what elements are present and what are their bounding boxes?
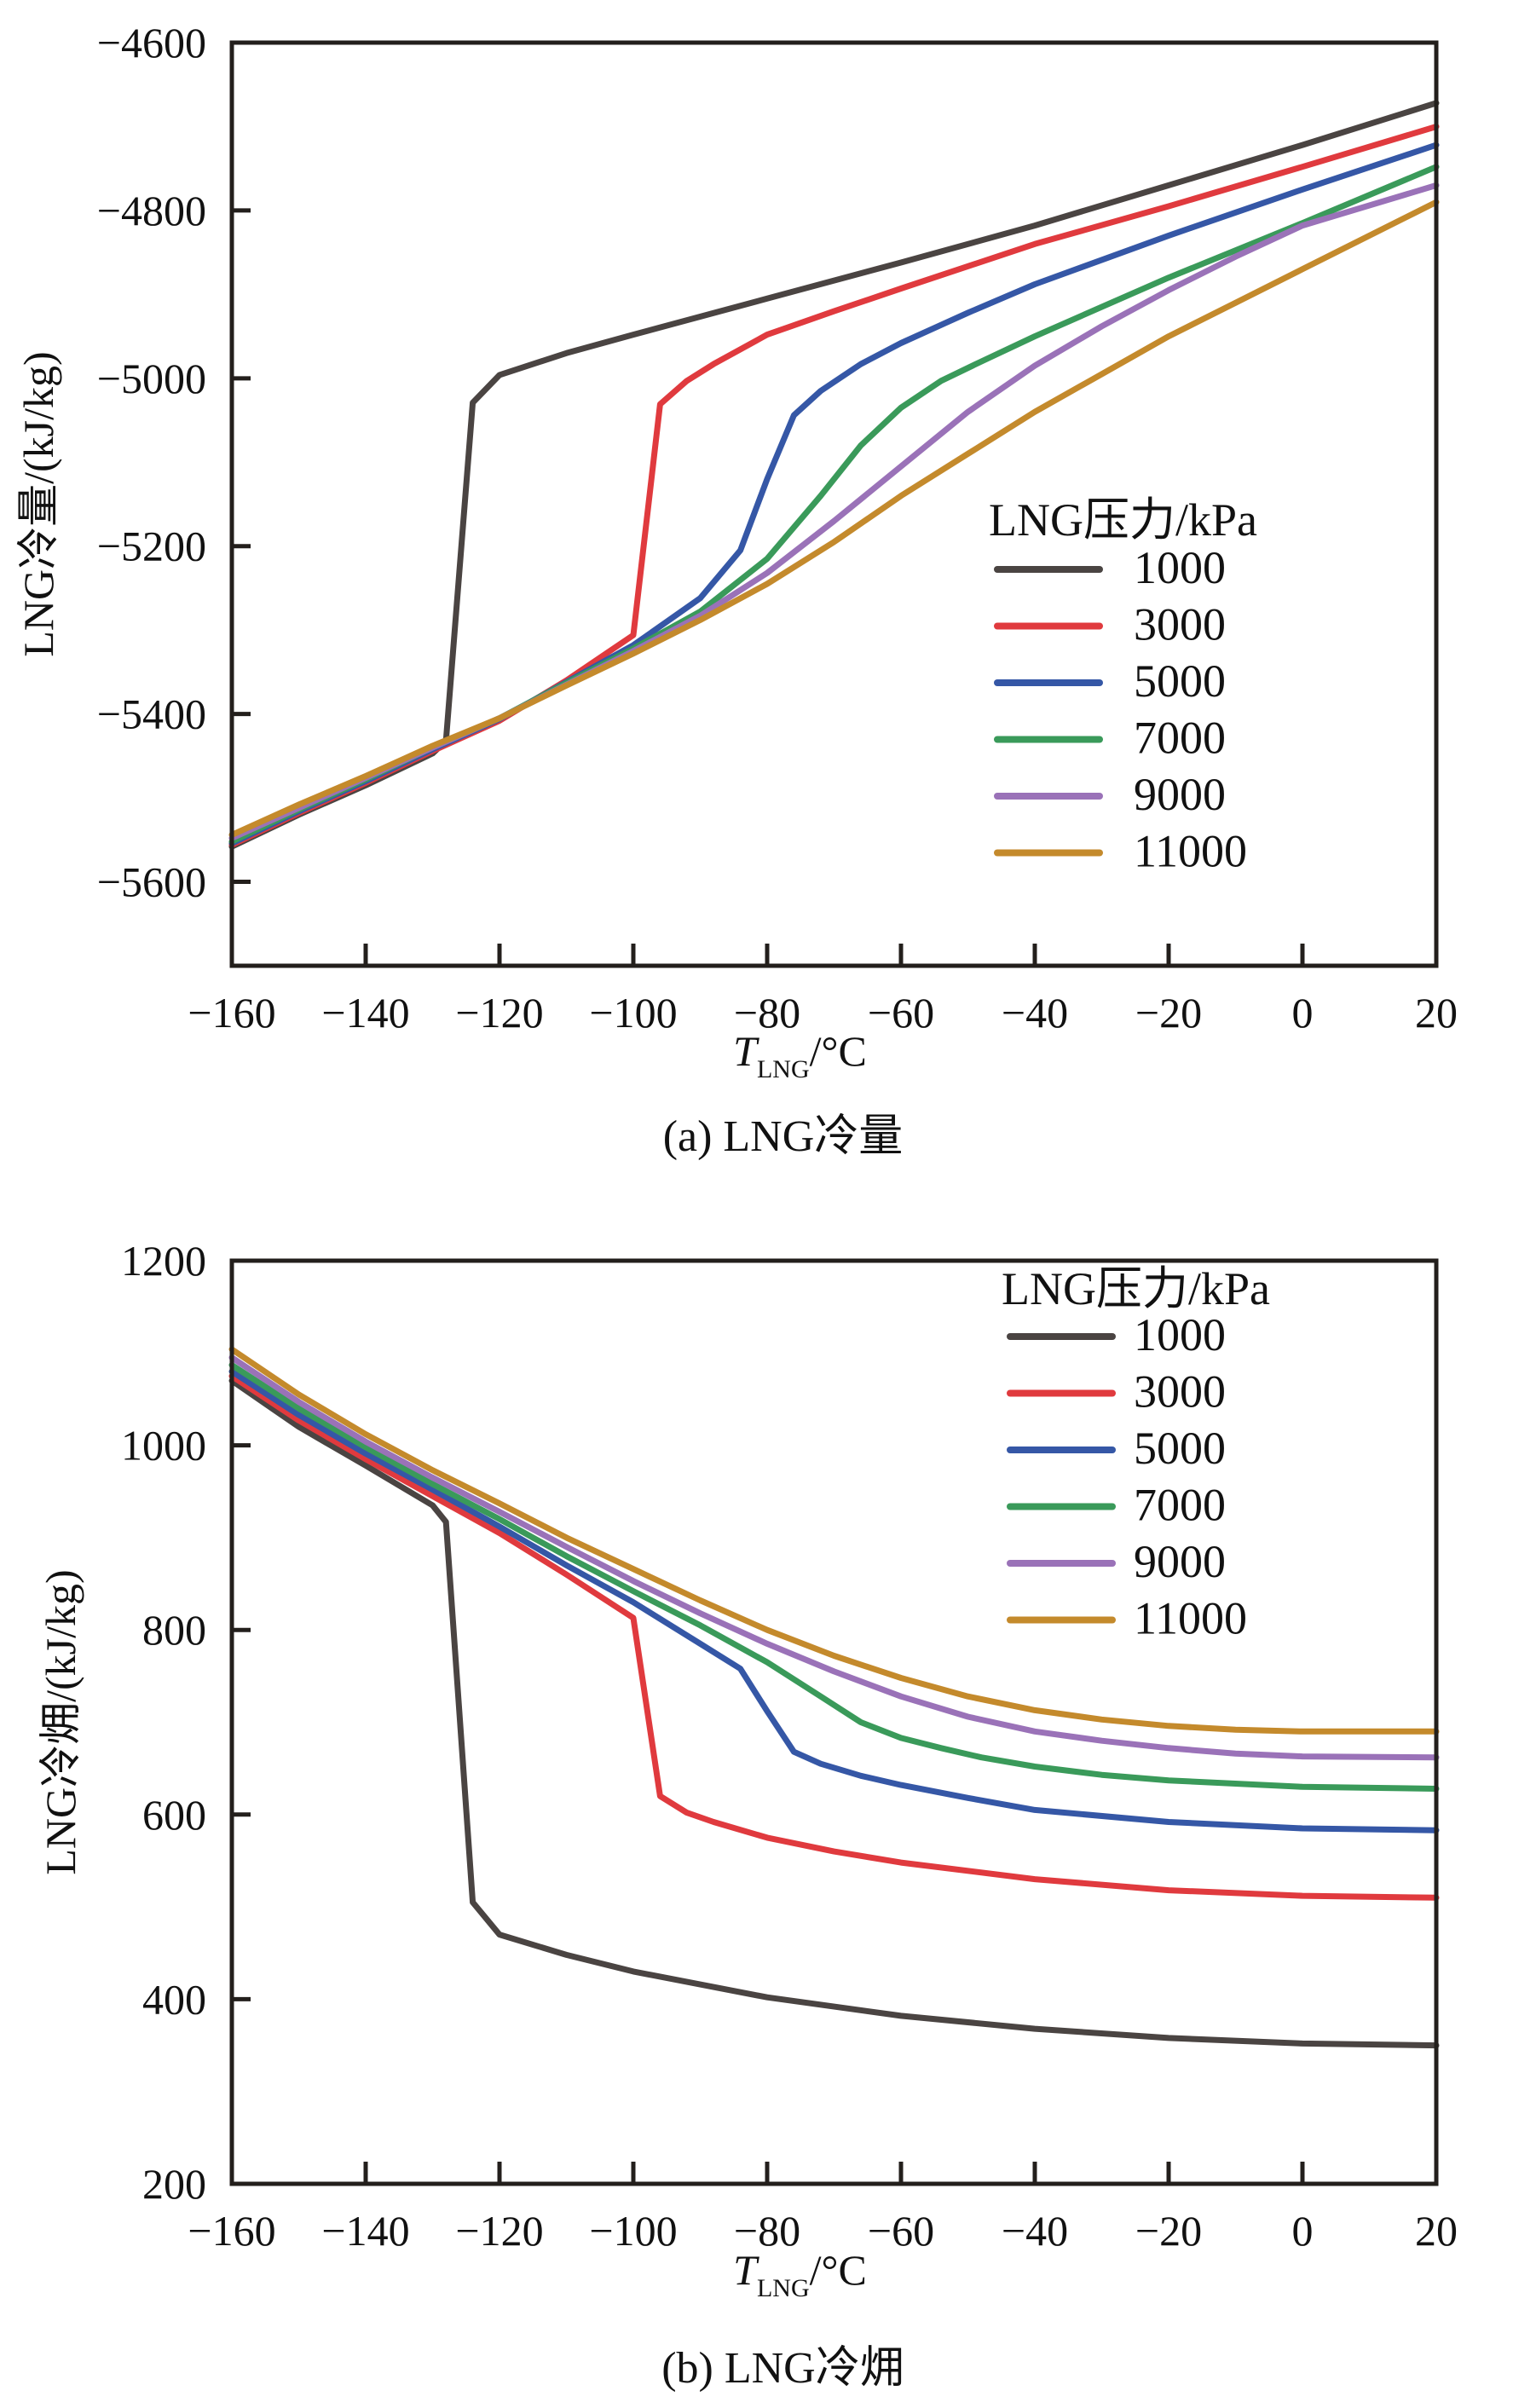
- x-tick-label: −20: [1135, 2207, 1202, 2255]
- chart-b-y-ticks: 200 400 600 800 1000 1200: [121, 1237, 251, 2208]
- chart-b-x-axis-label-unit: /°C: [810, 2246, 867, 2294]
- y-tick-label: −5600: [97, 858, 206, 906]
- y-tick-label: 1000: [121, 1422, 206, 1470]
- chart-b-legend-label-3000: 3000: [1134, 1366, 1226, 1418]
- chart-b-series-group: [228, 1346, 1440, 2049]
- chart-a-legend-label-11000: 11000: [1134, 826, 1247, 877]
- chart-b-cold-exergy: −160 −140 −120 −100 −80 −60 −40 −20 0 20 200 400 60…: [37, 1237, 1458, 2393]
- chart-b-series-11000-kpa: [228, 1346, 1440, 1735]
- chart-b-series-3000-kpa: [228, 1372, 1440, 1901]
- y-tick-label: 400: [142, 1975, 206, 2023]
- chart-b-series-9000-kpa: [228, 1354, 1440, 1761]
- chart-a-plot-frame: [229, 40, 1439, 968]
- chart-b-caption: (b) LNG冷㶲: [661, 2344, 904, 2393]
- chart-b-y-axis-label: LNG冷㶲/(kJ/kg): [37, 1569, 84, 1874]
- chart-b-x-axis-label: TLNG/°C: [733, 2246, 867, 2302]
- y-tick-label: −5400: [97, 690, 206, 738]
- chart-a-legend-label-7000: 7000: [1134, 713, 1226, 764]
- x-tick-label: −120: [455, 2207, 543, 2255]
- chart-b-legend-label-11000: 11000: [1134, 1593, 1247, 1644]
- chart-b-plot-frame: [229, 1258, 1439, 2186]
- chart-b-legend-title: LNG压力/kPa: [1002, 1263, 1270, 1314]
- chart-b-series-1000-kpa: [228, 1377, 1440, 2049]
- x-tick-label: −40: [1002, 2207, 1068, 2255]
- chart-a-y-axis-label: LNG冷量/(kJ/kg): [14, 351, 62, 656]
- chart-b-x-ticks: −160 −140 −120 −100 −80 −60 −40 −20 0 20: [188, 2162, 1458, 2255]
- chart-a-y-ticks: −4600 −4800 −5000 −5200 −5400 −5600: [97, 19, 251, 906]
- y-tick-label: 600: [142, 1791, 206, 1839]
- chart-a-legend-label-9000: 9000: [1134, 769, 1226, 820]
- y-tick-label: −4800: [97, 187, 206, 234]
- x-tick-label: −80: [734, 989, 800, 1037]
- y-tick-label: 800: [142, 1606, 206, 1654]
- chart-b-series-7000-kpa: [228, 1361, 1440, 1792]
- x-tick-label: −40: [1002, 989, 1068, 1037]
- chart-a-series-3000-kpa: [228, 124, 1440, 848]
- chart-a-x-ticks: −160 −140 −120 −100 −80 −60 −40 −20 0 20: [188, 944, 1458, 1037]
- chart-b-x-axis-label-main: T: [733, 2246, 759, 2294]
- x-tick-label: −60: [868, 2207, 934, 2255]
- x-tick-label: 0: [1292, 989, 1314, 1037]
- y-tick-label: −5200: [97, 523, 206, 570]
- y-tick-label: 1200: [121, 1237, 206, 1285]
- chart-b-series-5000-kpa: [228, 1368, 1440, 1833]
- chart-a-x-axis-label-sub: LNG: [757, 1055, 810, 1083]
- chart-b-legend-label-1000: 1000: [1134, 1309, 1226, 1360]
- y-tick-label: −4600: [97, 19, 206, 66]
- chart-b-legend-label-7000: 7000: [1134, 1480, 1226, 1531]
- x-tick-label: −60: [868, 989, 934, 1037]
- chart-a-series-11000-kpa: [228, 199, 1440, 838]
- chart-a-caption: (a) LNG冷量: [663, 1112, 904, 1161]
- x-tick-label: −160: [188, 989, 275, 1037]
- chart-b-legend-label-9000: 9000: [1134, 1536, 1226, 1587]
- y-tick-label: 200: [142, 2160, 206, 2208]
- x-tick-label: −160: [188, 2207, 275, 2255]
- x-tick-label: 20: [1415, 989, 1458, 1037]
- chart-a-x-axis-label-unit: /°C: [810, 1027, 867, 1075]
- x-tick-label: −120: [455, 989, 543, 1037]
- chart-a-legend-label-5000: 5000: [1134, 655, 1226, 707]
- chart-a-x-axis-label-main: T: [733, 1027, 759, 1075]
- x-tick-label: −100: [589, 989, 677, 1037]
- chart-a-legend-label-3000: 3000: [1134, 599, 1226, 650]
- chart-a-x-axis-label: TLNG/°C: [733, 1027, 867, 1083]
- x-tick-label: −140: [321, 989, 409, 1037]
- x-tick-label: 0: [1292, 2207, 1314, 2255]
- chart-b-legend-label-5000: 5000: [1134, 1423, 1226, 1474]
- chart-a-legend-label-1000: 1000: [1134, 542, 1226, 593]
- x-tick-label: −80: [734, 2207, 800, 2255]
- x-tick-label: −140: [321, 2207, 409, 2255]
- chart-a-cooling-capacity: −160 −140 −120 −100 −80 −60 −40 −20 0 20 −4600 −48…: [14, 19, 1458, 1161]
- y-tick-label: −5000: [97, 355, 206, 402]
- chart-a-legend-title: LNG压力/kPa: [989, 494, 1257, 546]
- chart-a-series-group: [228, 100, 1440, 850]
- chart-b-x-axis-label-sub: LNG: [757, 2274, 810, 2302]
- x-tick-label: −20: [1135, 989, 1202, 1037]
- x-tick-label: 20: [1415, 2207, 1458, 2255]
- x-tick-label: −100: [589, 2207, 677, 2255]
